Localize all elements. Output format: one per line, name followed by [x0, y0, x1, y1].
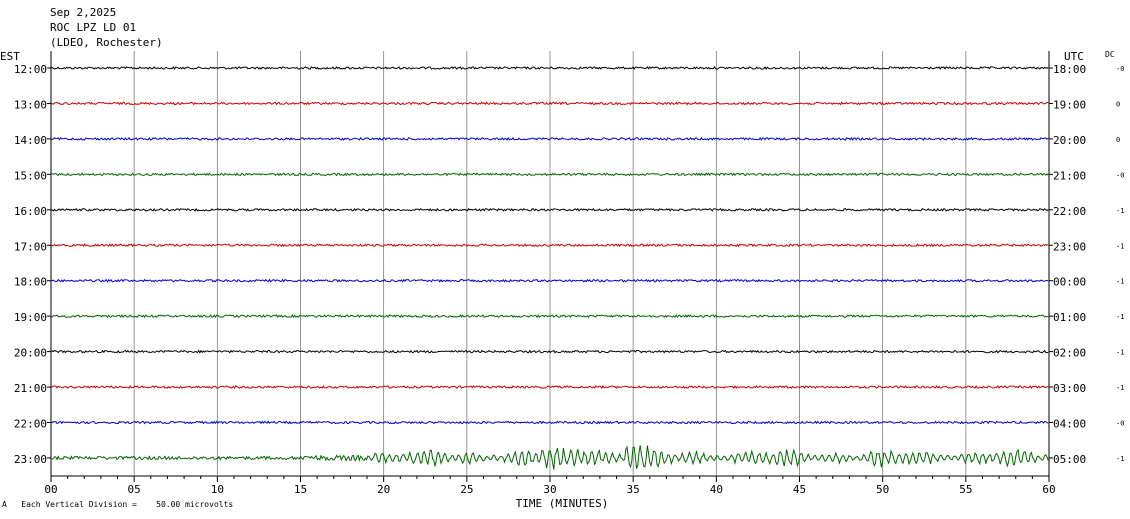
seismic-trace: [50, 172, 1049, 177]
utc-time-label: 00:00: [1053, 276, 1086, 289]
dc-offset-label: -1: [1116, 455, 1124, 463]
x-tick-label: 10: [211, 483, 224, 496]
est-time-label: 20:00: [14, 347, 47, 360]
est-time-label: 23:00: [14, 453, 47, 466]
right-axis-title: UTC: [1064, 50, 1084, 63]
network-name: (LDEO, Rochester): [50, 36, 163, 49]
dc-offset-label: -0: [1116, 420, 1124, 428]
x-tick-label: 45: [793, 483, 806, 496]
x-tick-label: 20: [377, 483, 390, 496]
dc-offset-label: 0: [1116, 136, 1120, 144]
seismic-trace: [50, 243, 1049, 248]
utc-time-label: 22:00: [1053, 205, 1086, 218]
utc-time-label: 03:00: [1053, 382, 1086, 395]
station-name: ROC LPZ LD 01: [50, 21, 137, 34]
x-tick-label: 35: [627, 483, 640, 496]
scale-footnote: A Each Vertical Division = 50.00 microvo…: [2, 500, 233, 509]
seismic-trace: [50, 384, 1049, 390]
x-axis-label: TIME (MINUTES): [516, 497, 609, 510]
seismic-trace: [50, 136, 1049, 141]
utc-time-label: 18:00: [1053, 63, 1086, 76]
seismic-trace: [50, 445, 1049, 470]
x-tick-label: 60: [1042, 483, 1055, 496]
footnote-mark: A: [2, 500, 7, 509]
est-time-label: 17:00: [14, 240, 47, 253]
est-time-label: 13:00: [14, 98, 47, 111]
est-time-label: 16:00: [14, 205, 47, 218]
x-tick-label: 30: [543, 483, 556, 496]
seismic-trace: [50, 420, 1049, 425]
utc-time-label: 21:00: [1053, 169, 1086, 182]
est-time-label: 15:00: [14, 169, 47, 182]
dc-offset-label: -0: [1116, 171, 1124, 179]
utc-time-label: 20:00: [1053, 134, 1086, 147]
est-time-label: 21:00: [14, 382, 47, 395]
x-tick-label: 40: [710, 483, 723, 496]
x-tick-label: 55: [959, 483, 972, 496]
scale-text: Each Vertical Division = 50.00 microvolt…: [21, 500, 234, 509]
utc-time-label: 04:00: [1053, 418, 1086, 431]
utc-time-label: 19:00: [1053, 98, 1086, 111]
chart-header: Sep 2,2025 ROC LPZ LD 01 (LDEO, Rocheste…: [50, 5, 163, 50]
dc-title: DC: [1105, 50, 1115, 59]
dc-offset-label: -1: [1116, 207, 1124, 215]
x-tick-label: 25: [460, 483, 473, 496]
left-axis-title: EST: [0, 50, 20, 63]
seismic-trace: [50, 278, 1049, 283]
est-time-label: 19:00: [14, 311, 47, 324]
est-time-label: 22:00: [14, 418, 47, 431]
utc-time-label: 02:00: [1053, 347, 1086, 360]
x-tick-label: 05: [128, 483, 141, 496]
dc-offset-label: -1: [1116, 313, 1124, 321]
x-tick-label: 00: [44, 483, 57, 496]
dc-offset-label: -0: [1116, 65, 1124, 73]
seismic-trace: [50, 101, 1049, 106]
seismic-trace: [50, 314, 1049, 319]
dc-offset-label: -1: [1116, 384, 1124, 392]
utc-time-label: 05:00: [1053, 453, 1086, 466]
dc-offset-label: 0: [1116, 100, 1120, 108]
seismic-trace: [50, 349, 1049, 354]
dc-offset-label: -1: [1116, 278, 1124, 286]
dc-offset-label: -1: [1116, 242, 1124, 250]
seismic-trace: [50, 65, 1049, 70]
est-time-label: 18:00: [14, 276, 47, 289]
est-time-label: 12:00: [14, 63, 47, 76]
est-time-label: 14:00: [14, 134, 47, 147]
chart-date: Sep 2,2025: [50, 6, 117, 19]
dc-offset-label: -1: [1116, 349, 1124, 357]
x-tick-label: 15: [294, 483, 307, 496]
utc-time-label: 23:00: [1053, 240, 1086, 253]
utc-time-label: 01:00: [1053, 311, 1086, 324]
x-tick-label: 50: [876, 483, 889, 496]
seismic-trace: [50, 207, 1049, 212]
